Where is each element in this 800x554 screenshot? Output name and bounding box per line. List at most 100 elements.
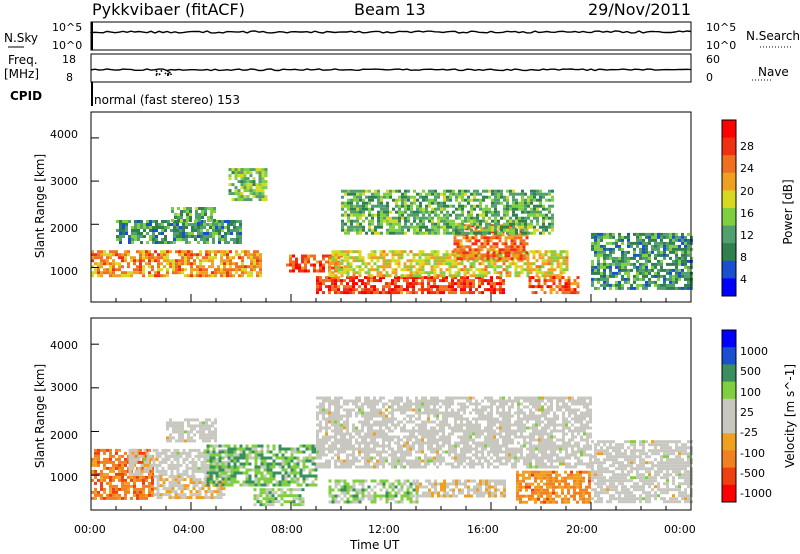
power-cell: [488, 207, 491, 211]
power-cell: [212, 232, 215, 235]
power-cell: [497, 225, 500, 229]
power-cell: [199, 250, 202, 254]
power-cell: [418, 250, 422, 254]
power-cell: [231, 183, 235, 187]
power-cell: [536, 213, 539, 217]
power-cell: [223, 262, 226, 266]
power-cell: [365, 195, 368, 199]
power-cell: [538, 253, 542, 257]
power-cell: [533, 210, 536, 214]
power-cell: [221, 223, 224, 226]
velocity-cell: [379, 459, 382, 463]
power-cell: [548, 225, 551, 229]
power-cell: [163, 259, 166, 263]
power-cell: [341, 222, 344, 226]
velocity-cell: [430, 408, 433, 412]
power-cell: [463, 285, 466, 289]
power-cell: [199, 259, 202, 263]
velocity-cell: [197, 451, 201, 455]
power-cell: [389, 216, 392, 220]
power-cell: [259, 259, 262, 263]
power-cell: [157, 253, 160, 257]
power-cell: [425, 228, 428, 232]
power-cell: [213, 207, 216, 210]
power-cell: [434, 228, 437, 232]
power-cell: [149, 235, 152, 238]
power-cell: [413, 216, 416, 220]
power-cell: [603, 286, 606, 290]
power-cell: [160, 262, 163, 266]
velocity-cell: [355, 426, 358, 430]
power-cell: [451, 253, 455, 257]
power-cell: [440, 207, 443, 211]
power-cell: [184, 259, 187, 263]
power-cell: [392, 219, 395, 223]
velocity-cell: [230, 483, 234, 487]
velocity-cell: [281, 468, 285, 472]
velocity-cell: [403, 450, 406, 454]
velocity-cell: [182, 448, 186, 452]
power-cell: [425, 195, 428, 199]
velocity-cell: [421, 441, 424, 445]
power-cell: [134, 226, 137, 229]
power-cell: [549, 276, 553, 280]
velocity-cell: [209, 462, 213, 466]
power-cell: [256, 256, 259, 260]
power-cell: [185, 235, 188, 238]
power-cell: [166, 262, 169, 266]
power-cell: [188, 235, 191, 238]
velocity-cell: [403, 465, 406, 469]
power-cell: [538, 271, 542, 275]
velocity-cell: [302, 480, 306, 484]
power-cell: [397, 262, 401, 266]
power-cell: [507, 257, 511, 261]
velocity-cell: [257, 465, 261, 469]
velocity-cell: [424, 426, 427, 430]
velocity-cell: [355, 465, 358, 469]
velocity-cell: [121, 463, 124, 467]
velocity-cell: [391, 450, 394, 454]
power-cell: [440, 204, 443, 208]
power-cell: [633, 256, 636, 260]
power-cell: [106, 262, 109, 266]
power-cell: [660, 250, 663, 254]
velocity-cell: [106, 457, 109, 461]
velocity-cell: [189, 490, 193, 494]
power-cell: [436, 291, 439, 295]
power-cell: [487, 279, 490, 283]
power-cell: [615, 241, 618, 245]
power-cell: [124, 271, 127, 275]
power-cell: [210, 210, 213, 213]
power-cell: [367, 282, 370, 286]
power-cell: [512, 210, 515, 214]
velocity-cell: [124, 484, 127, 488]
power-cell: [231, 198, 235, 202]
power-cell: [227, 232, 230, 235]
velocity-cell: [100, 493, 103, 497]
velocity-cell: [337, 447, 340, 451]
velocity-cell: [385, 459, 388, 463]
power-cell: [460, 276, 463, 280]
velocity-cell: [145, 475, 148, 479]
power-cell: [359, 210, 362, 214]
power-cell: [509, 228, 512, 232]
power-cell: [485, 213, 488, 217]
velocity-cell: [233, 471, 237, 475]
power-cell: [448, 265, 452, 269]
power-cell: [346, 256, 350, 260]
velocity-cell: [367, 417, 370, 421]
velocity-cell: [181, 430, 184, 434]
velocity-cell: [155, 466, 159, 470]
power-cell: [639, 238, 642, 242]
power-cell: [443, 192, 446, 196]
velocity-cell: [343, 423, 346, 427]
power-cell: [377, 204, 380, 208]
power-cell: [645, 280, 648, 284]
power-cell: [465, 245, 469, 249]
power-cell: [137, 229, 140, 232]
power-cell: [415, 279, 418, 283]
power-cell: [428, 219, 431, 223]
power-cell: [509, 216, 512, 220]
velocity-cell: [340, 417, 343, 421]
power-cell: [298, 269, 301, 273]
